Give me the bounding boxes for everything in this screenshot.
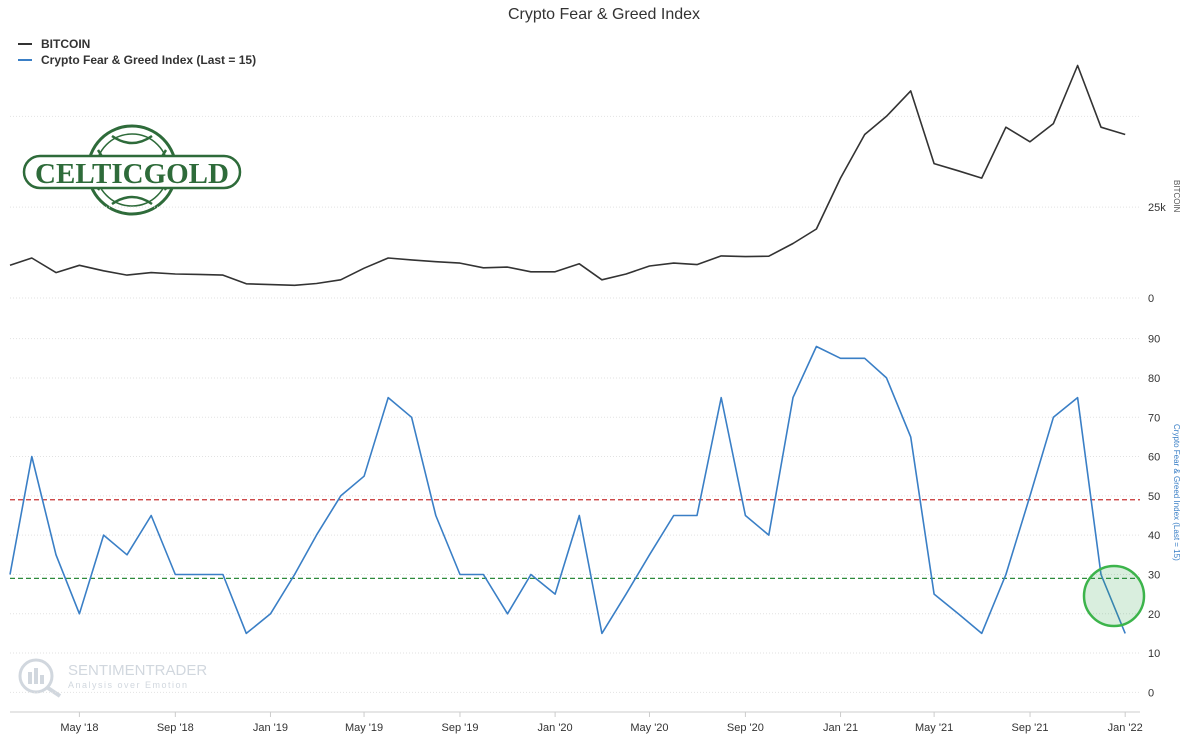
series-line-bitcoin [9, 64, 1126, 287]
series-line-fear-greed [9, 345, 1126, 635]
x-tick-label: Jan '19 [253, 722, 288, 734]
x-tick-label: Sep '18 [157, 722, 194, 734]
x-tick-label: May '19 [345, 722, 383, 734]
series-lines [9, 64, 1126, 635]
x-tick-label: Jan '21 [823, 722, 858, 734]
y-tick-label-fear-greed: 50 [1148, 491, 1160, 503]
x-tick-label: Jan '20 [538, 722, 573, 734]
legend-item-fear-greed[interactable]: Crypto Fear & Greed Index (Last = 15) [18, 52, 256, 68]
legend-label-fear-greed: Crypto Fear & Greed Index (Last = 15) [41, 53, 257, 67]
y-tick-label-fear-greed: 70 [1148, 412, 1160, 424]
y-axis-title-fear-greed: Crypto Fear & Greed Index (Last = 15) [1172, 424, 1181, 561]
legend-item-bitcoin[interactable]: BITCOIN [18, 36, 256, 52]
x-tick-label: Jan '22 [1108, 722, 1143, 734]
watermark-tagline: Analysis over Emotion [68, 680, 189, 690]
celticgold-logo: CELTICGOLD [22, 124, 242, 216]
y-tick-label-fear-greed: 80 [1148, 373, 1160, 385]
legend: BITCOIN Crypto Fear & Greed Index (Last … [18, 36, 256, 68]
y-tick-label-bitcoin: 25k [1148, 202, 1166, 214]
x-tick-label: May '21 [915, 722, 953, 734]
y-tick-label-fear-greed: 10 [1148, 648, 1160, 660]
y-tick-label-fear-greed: 20 [1148, 609, 1160, 621]
grid-lines [10, 115, 1140, 693]
y-axis-title-bitcoin: BITCOIN [1172, 180, 1181, 213]
y-tick-label-fear-greed: 30 [1148, 569, 1160, 581]
legend-swatch-bitcoin [18, 43, 32, 45]
y-tick-label-bitcoin: 0 [1148, 293, 1154, 305]
chart-title: Crypto Fear & Greed Index [507, 6, 701, 23]
x-axis-ticks: May '18 Sep '18 Jan '19 May '19 Sep '19 Jan '… [60, 712, 1143, 734]
y-tick-label-fear-greed: 60 [1148, 452, 1160, 464]
x-tick-label: Sep '20 [727, 722, 764, 734]
y-tick-label-fear-greed: 90 [1148, 334, 1160, 346]
x-tick-label: May '20 [630, 722, 668, 734]
watermark-name: SENTIMENTRADER [68, 662, 207, 679]
legend-label-bitcoin: BITCOIN [41, 37, 91, 51]
legend-swatch-fear-greed [18, 59, 32, 61]
x-tick-label: May '18 [60, 722, 98, 734]
x-tick-label: Sep '19 [441, 722, 478, 734]
logo-text: CELTICGOLD [35, 158, 229, 190]
reference-lines [10, 499, 1140, 580]
x-tick-label: Sep '21 [1012, 722, 1049, 734]
highlight-circle [1082, 564, 1146, 628]
y-tick-label-fear-greed: 40 [1148, 530, 1160, 542]
y-axis-ticks: 0 25k 0 10 20 30 40 50 60 70 80 90 [1148, 202, 1166, 699]
y-tick-label-fear-greed: 0 [1148, 687, 1154, 699]
sentimentrader-watermark: SENTIMENTRADER Analysis over Emotion [18, 658, 207, 698]
